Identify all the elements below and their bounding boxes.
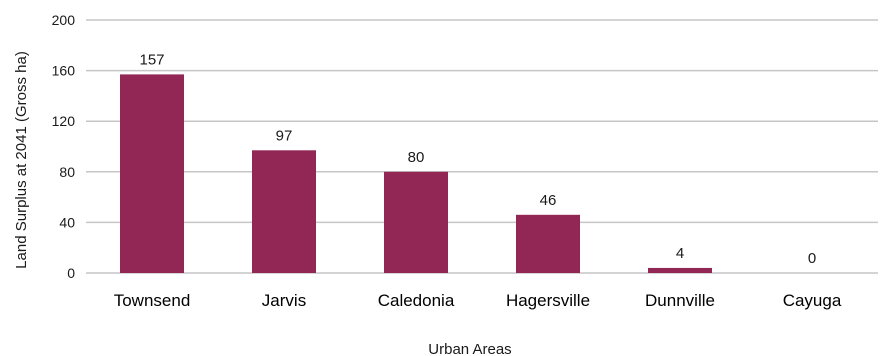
y-tick-label: 40 [59, 214, 75, 230]
data-labels: 157 97 80 46 4 0 [139, 51, 816, 267]
x-axis-categories: Townsend Jarvis Caledonia Hagersville Dunnvi… [114, 291, 842, 310]
bar-hagersville [516, 214, 580, 273]
bar-caledonia [384, 171, 448, 273]
category-label-hagersville: Hagersville [506, 291, 590, 310]
gridlines [86, 19, 878, 274]
data-label-caledonia: 80 [408, 149, 425, 166]
data-label-townsend: 157 [139, 51, 164, 68]
category-label-caledonia: Caledonia [378, 291, 455, 310]
data-label-jarvis: 97 [276, 127, 293, 144]
bar-jarvis [252, 150, 316, 273]
y-tick-label: 200 [52, 12, 76, 28]
y-axis-ticks: 0 40 80 120 160 200 [52, 12, 76, 281]
y-tick-label: 160 [52, 63, 76, 79]
y-tick-label: 0 [67, 265, 75, 281]
bars [120, 74, 712, 274]
category-label-dunnville: Dunnville [645, 291, 715, 310]
y-tick-label: 80 [59, 164, 75, 180]
y-tick-label: 120 [52, 113, 76, 129]
category-label-cayuga: Cayuga [783, 291, 842, 310]
x-axis-title: Urban Areas [428, 341, 511, 356]
data-label-hagersville: 46 [540, 192, 557, 209]
data-label-dunnville: 4 [676, 245, 684, 262]
category-label-jarvis: Jarvis [262, 291, 306, 310]
bar-dunnville [648, 267, 712, 273]
y-axis-title: Land Surplus at 2041 (Gross ha) [13, 51, 30, 269]
data-label-cayuga: 0 [808, 250, 816, 267]
category-label-townsend: Townsend [114, 291, 191, 310]
bar-townsend [120, 74, 184, 274]
